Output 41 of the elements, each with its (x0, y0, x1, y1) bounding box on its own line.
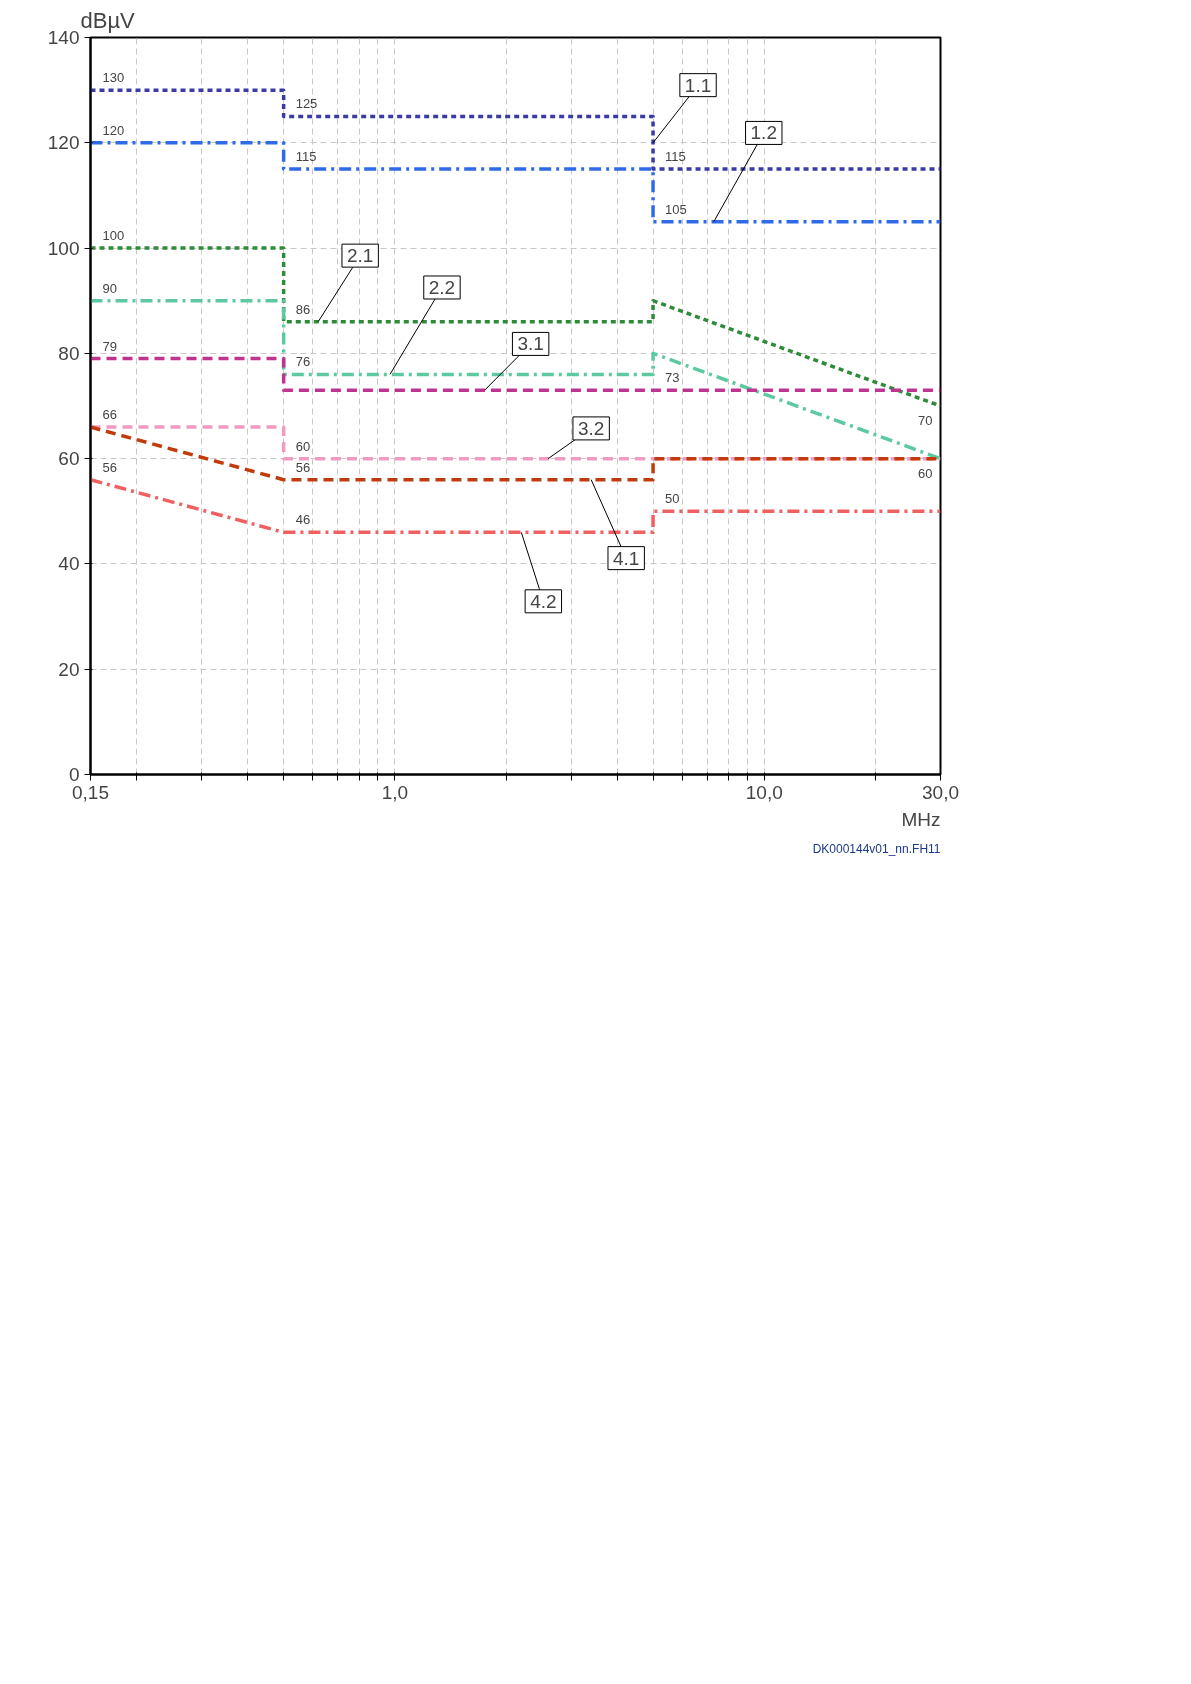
data-label: 56 (295, 459, 311, 475)
data-label: 130 (102, 70, 125, 86)
data-label: 86 (295, 301, 311, 317)
annotation: 3.2 (577, 417, 605, 439)
data-label: 115 (665, 149, 686, 165)
data-label: 105 (665, 201, 687, 217)
data-label: 76 (295, 354, 311, 370)
data-label: 66 (102, 407, 117, 423)
y-tick-label: 100 (47, 237, 80, 259)
annotation: 2.2 (428, 276, 456, 298)
y-tick-label: 20 (58, 658, 80, 680)
x-tick-label: 30,0 (922, 781, 959, 803)
data-label: 46 (295, 512, 311, 528)
y-tick-label: 60 (58, 448, 80, 470)
text: DK000144v01_nn.FH11 (812, 841, 941, 856)
data-label: 115 (295, 149, 317, 165)
data-label: 56 (102, 459, 117, 475)
data-label: 60 (295, 438, 311, 454)
data-label: 90 (102, 280, 117, 296)
annotation: 1.2 (750, 122, 777, 144)
annotation: 4.2 (530, 590, 557, 612)
y-tick-label: 140 (47, 27, 80, 48)
data-label: 73 (665, 370, 680, 386)
y-tick-label: 80 (58, 342, 80, 364)
annotation: 3.1 (517, 333, 544, 355)
data-label: 125 (295, 96, 318, 112)
data-label: 79 (102, 338, 117, 354)
y-tick-label: 40 (58, 553, 80, 575)
x-tick-label: 10,0 (745, 781, 783, 803)
data-label: 50 (665, 491, 680, 507)
annotation: 1.1 (684, 74, 712, 96)
x-axis-title: MHz (901, 808, 941, 830)
data-label: 60 (918, 465, 933, 481)
annotation: 2.1 (346, 245, 374, 267)
x-tick-label: 1,0 (381, 781, 409, 803)
data-label: 120 (102, 122, 125, 138)
data-label: 70 (918, 413, 933, 428)
data-label: 100 (102, 228, 125, 244)
y-tick-label: 120 (47, 132, 80, 154)
y-axis-title: dBµV (80, 7, 136, 33)
annotation: 4.1 (612, 547, 640, 569)
